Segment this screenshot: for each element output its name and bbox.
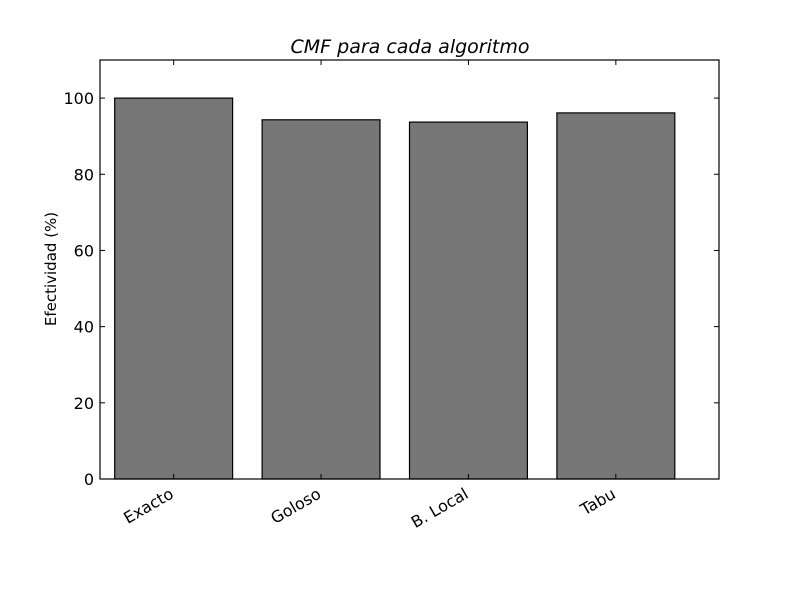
bar-goloso [261, 119, 381, 480]
y-tick-label: 40 [74, 318, 94, 337]
y-tick-label: 0 [84, 470, 94, 489]
bar-tabu [556, 112, 676, 480]
x-tick-label: Goloso [267, 484, 324, 528]
plot-frame [99, 59, 720, 480]
bar-b-local [408, 121, 529, 480]
x-tick-label: Tabu [576, 484, 619, 520]
chart-title: CMF para cada algoritmo [291, 36, 530, 58]
y-tick-label: 20 [74, 394, 94, 413]
x-tick-label: Exacto [120, 484, 176, 528]
bars-group [114, 97, 676, 480]
y-axis: 0 20 40 60 80 100 [63, 89, 719, 489]
y-tick-label: 60 [74, 241, 94, 260]
y-axis-label: Efectividad (%) [42, 212, 60, 326]
y-tick-label: 80 [74, 165, 94, 184]
x-tick-label: B. Local [408, 484, 472, 532]
y-tick-label: 100 [63, 89, 94, 108]
bar-exacto [114, 97, 234, 480]
